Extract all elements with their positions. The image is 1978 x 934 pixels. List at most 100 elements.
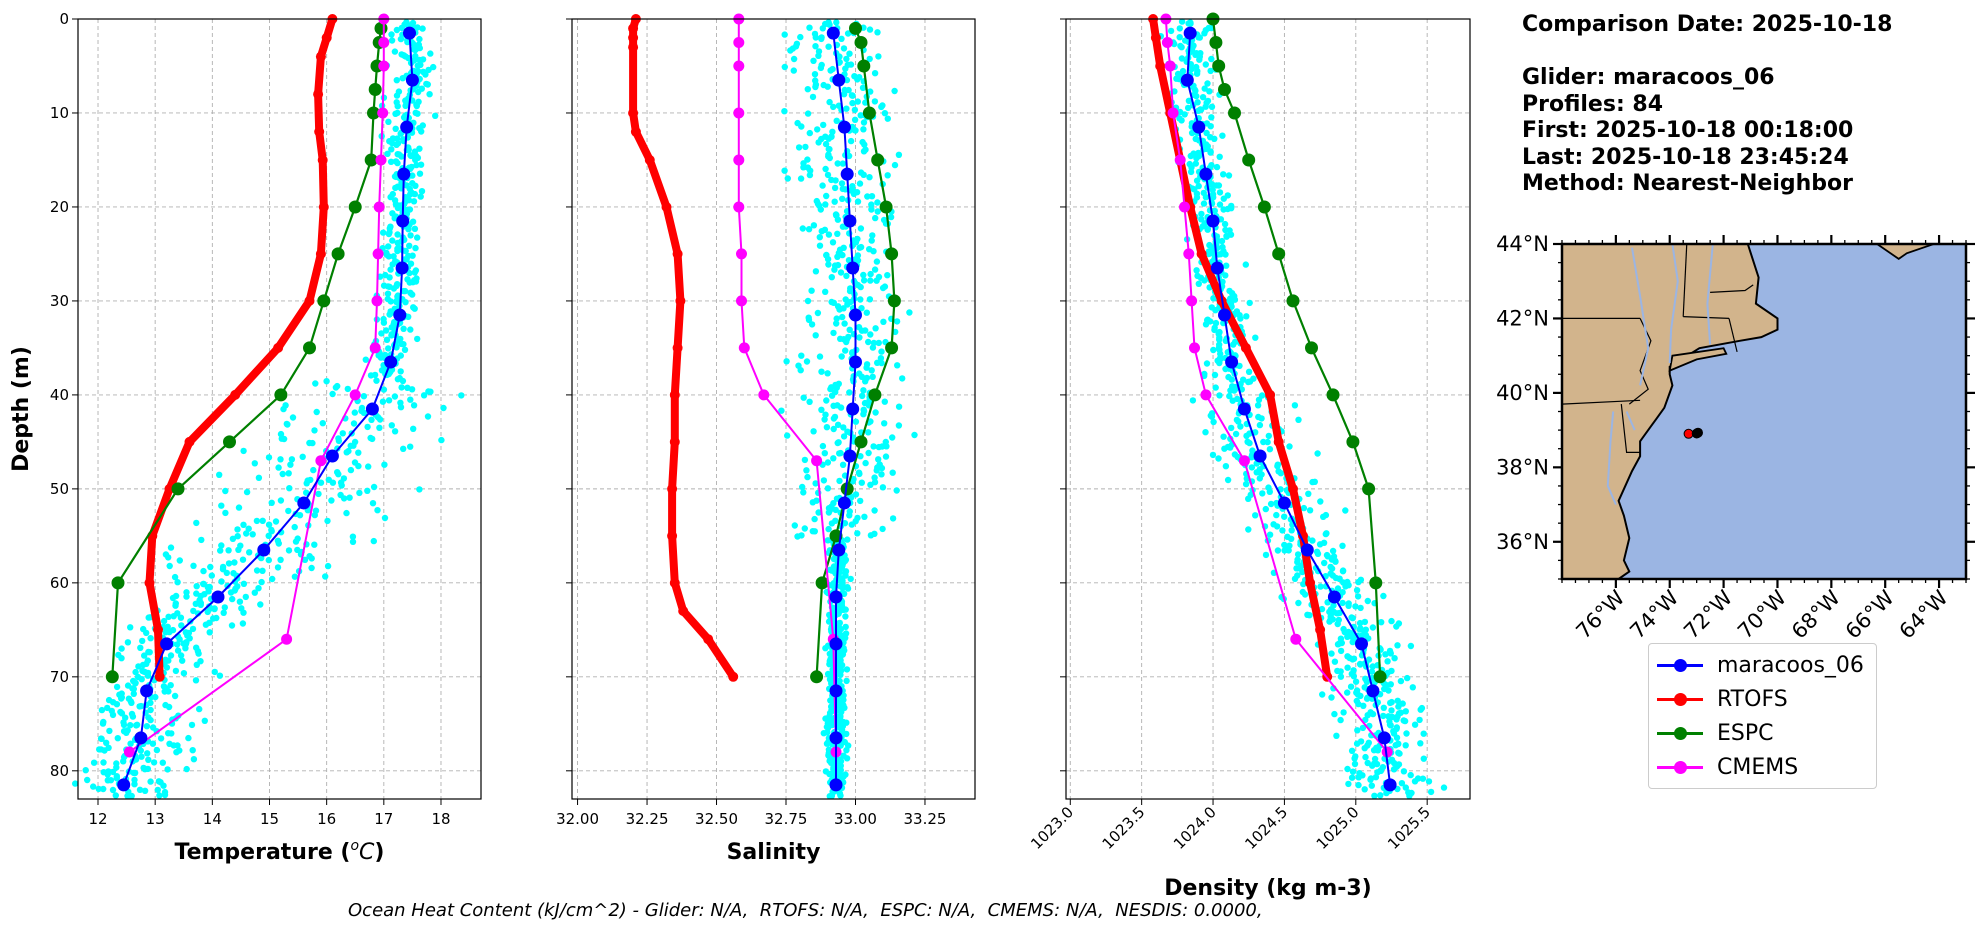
- map-river: [1706, 244, 1714, 345]
- scatter-point: [784, 432, 791, 439]
- scatter-point: [409, 172, 416, 179]
- scatter-point: [825, 525, 832, 533]
- scatter-point: [1196, 34, 1204, 41]
- series-point-cmems: [736, 248, 747, 260]
- scatter-point: [350, 420, 358, 427]
- scatter-point: [385, 230, 393, 238]
- legend-line-rtofs: [1657, 692, 1703, 706]
- scatter-point: [824, 459, 832, 466]
- series-point-espc: [105, 670, 119, 684]
- scatter-point: [882, 453, 890, 460]
- y-tick-label: 80: [50, 762, 69, 780]
- scatter-point: [222, 509, 229, 517]
- scatter-point: [1394, 642, 1401, 649]
- series-point-maracoos: [1253, 449, 1267, 463]
- scatter-point: [816, 242, 824, 249]
- scatter-point: [825, 153, 832, 160]
- scatter-point: [257, 601, 264, 608]
- scatter-point: [858, 479, 865, 486]
- scatter-point: [253, 567, 261, 574]
- scatter-point: [1212, 384, 1219, 391]
- scatter-point: [874, 199, 881, 206]
- scatter-point: [147, 716, 154, 724]
- scatter-point: [420, 392, 428, 399]
- scatter-point: [791, 522, 798, 529]
- scatter-point: [396, 374, 403, 382]
- scatter-point: [285, 547, 293, 554]
- scatter-point: [417, 193, 424, 200]
- scatter-point: [107, 777, 115, 784]
- scatter-point: [136, 786, 144, 793]
- scatter-point: [190, 562, 197, 569]
- scatter-point: [1314, 550, 1322, 557]
- scatter-point: [823, 723, 831, 731]
- legend-line-maracoos: [1657, 658, 1703, 672]
- scatter-point: [824, 485, 832, 492]
- x-tick-label: 12: [88, 810, 107, 828]
- y-tick-label: 30: [50, 292, 69, 310]
- scatter-point: [1245, 495, 1252, 502]
- panel-2: 32.00 32.25 32.50 32.75 33.00 33.25 Salinity: [556, 13, 976, 865]
- scatter-point: [188, 721, 196, 729]
- scatter-point: [828, 298, 835, 306]
- map-border: [1683, 316, 1730, 319]
- scatter-point: [833, 117, 840, 125]
- scatter-point: [1355, 781, 1362, 789]
- scatter-point: [117, 708, 124, 716]
- scatter-point: [874, 208, 881, 215]
- scatter-point: [824, 370, 831, 377]
- scatter-point: [824, 537, 832, 544]
- scatter-point: [826, 566, 834, 573]
- scatter-point: [1334, 620, 1341, 628]
- scatter-point: [410, 198, 418, 205]
- scatter-point: [402, 102, 409, 110]
- scatter-point: [146, 649, 153, 656]
- scatter-point: [72, 780, 79, 787]
- scatter-point: [847, 298, 854, 306]
- scatter-point: [180, 670, 188, 677]
- scatter-point: [828, 274, 835, 281]
- scatter-point: [1356, 660, 1364, 668]
- scatter-point: [804, 86, 811, 93]
- scatter-point: [857, 497, 864, 505]
- scatter-point: [881, 110, 889, 117]
- scatter-point: [846, 326, 853, 333]
- scatter-point: [217, 547, 224, 554]
- scatter-point: [834, 230, 841, 237]
- series-point-maracoos: [829, 731, 843, 745]
- scatter-point: [176, 557, 183, 564]
- scatter-point: [1288, 527, 1295, 534]
- scatter-point: [824, 256, 832, 263]
- series-point-cmems: [1174, 154, 1186, 166]
- scatter-point: [860, 411, 867, 418]
- scatter-point: [1188, 129, 1196, 137]
- scatter-point: [225, 547, 232, 554]
- scatter-point: [138, 676, 145, 683]
- map-nova-scotia: [1875, 244, 1934, 260]
- x-tick-label: 32.00: [556, 810, 599, 828]
- x-tick-label: 1024.5: [1241, 803, 1291, 853]
- scatter-point: [1300, 504, 1308, 512]
- scatter-point: [1196, 56, 1203, 63]
- scatter-point: [871, 98, 879, 105]
- scatter-point: [784, 175, 791, 182]
- scatter-point: [826, 146, 833, 153]
- series-point-rtofs: [230, 389, 241, 400]
- scatter-point: [1294, 556, 1301, 563]
- scatter-point: [183, 593, 190, 600]
- scatter-point: [1187, 168, 1195, 176]
- scatter-point: [833, 320, 840, 327]
- series-point-rtofs: [1150, 32, 1161, 43]
- scatter-point: [163, 664, 171, 671]
- scatter-point: [819, 25, 826, 32]
- x-axis-label: Density (kg m-3): [1164, 876, 1372, 901]
- scatter-point: [838, 180, 846, 187]
- scatter-point: [219, 566, 227, 573]
- scatter-point: [243, 488, 251, 496]
- scatter-point: [1283, 545, 1291, 553]
- map-border: [1620, 404, 1641, 453]
- scatter-point: [387, 298, 394, 305]
- scatter-point: [393, 92, 401, 99]
- scatter-point: [402, 247, 409, 255]
- series-point-cmems: [1290, 633, 1302, 645]
